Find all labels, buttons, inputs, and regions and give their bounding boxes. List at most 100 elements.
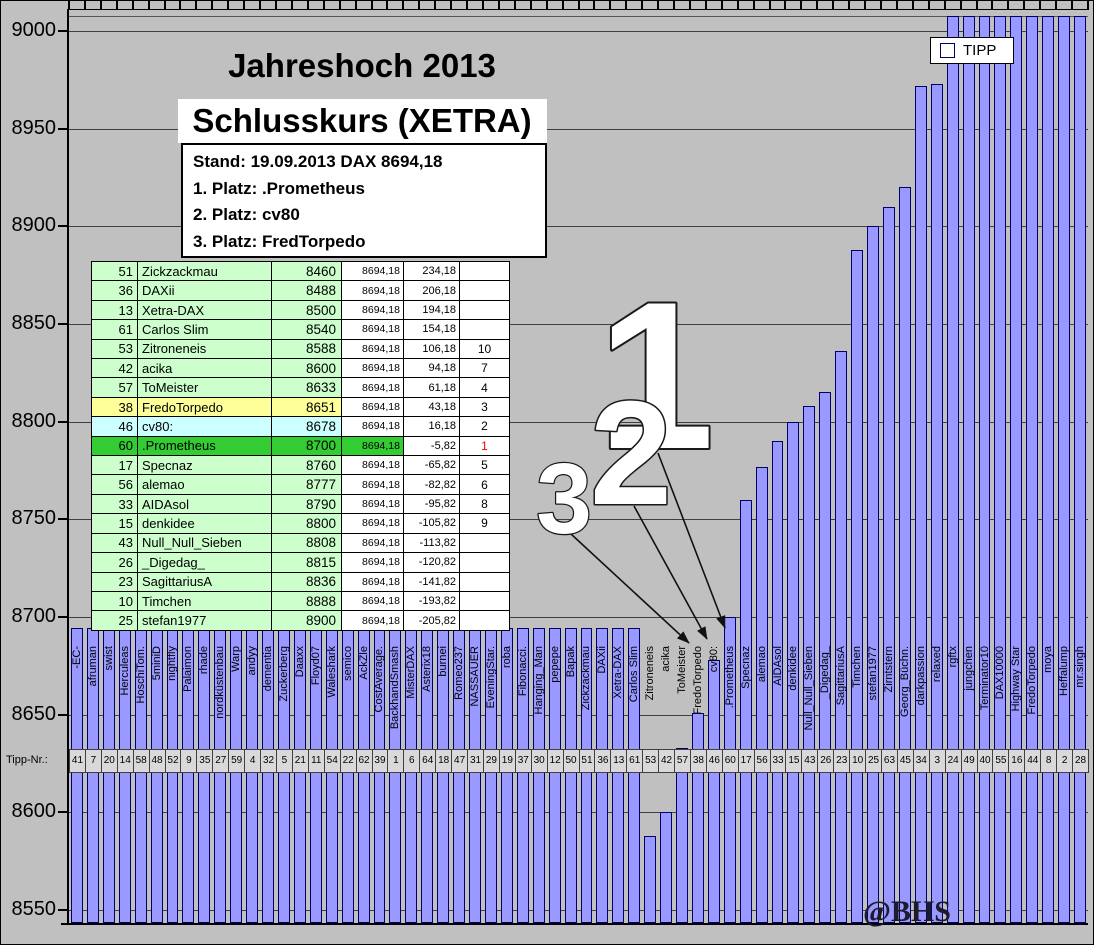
top-axis-tick [227,1,230,10]
y-axis-label: 9000 [11,19,57,41]
tipp-nr-cell: 2 [1056,749,1074,773]
top-axis-tick [68,1,70,10]
bar-label: Specnaz [739,646,752,689]
tipp-nr-cell: 36 [594,749,612,773]
gridline [69,519,1088,521]
tipp-nr-cell: 60 [721,749,739,773]
bar-label: DAX10000 [994,646,1007,700]
y-axis-tick [58,518,69,521]
bar [1058,16,1071,923]
bar [898,187,911,923]
table-row: 46 cv80: 8678 8694,18 16,18 2 [92,417,510,437]
player-name-cell: Zickzackmau [138,262,272,282]
annotation-rank-1: 1 [598,258,715,493]
diff-value-cell: -5,82 [404,436,460,457]
tipp-nr-cell: 59 [228,749,246,773]
legend-series-label: TIPP [963,42,997,59]
bar-label: Warp [230,646,243,672]
tipp-nr-cell: 52 [164,749,182,773]
gridline [69,324,1088,325]
tipp-nr-cell: 27 [212,749,230,773]
top-axis-tick [736,1,739,10]
player-name-cell: Null_Null_Sieben [138,533,272,554]
tipp-nr-cell: 7 [84,749,102,773]
status-line-platz-2: 2. Platz: cv80 [193,205,300,224]
bar-label: SagittariusA [835,646,848,706]
top-axis-tick [975,1,978,10]
rank-cell: 7 [460,359,510,379]
top-axis-tick [752,1,755,10]
top-axis-tick [163,1,166,10]
bar-label: relaxed [930,646,943,683]
table-row: 60 .Prometheus 8700 8694,18 -5,82 1 [92,436,510,457]
diff-value-cell: -193,82 [404,591,460,612]
bar-label: Asterix18 [421,646,434,692]
dax-value-cell: 8694,18 [342,262,404,282]
tipp-value-cell: 8836 [272,572,342,592]
player-name-cell: SagittariusA [138,572,272,592]
dax-value-cell: 8694,18 [342,591,404,612]
y-axis-tick [58,420,69,423]
tipp-value-cell: 8900 [272,611,342,631]
bar-label: Heffalump [1058,646,1071,696]
top-axis-tick [434,1,437,10]
bar-label: roba [500,646,513,669]
bar [660,812,673,923]
tipp-value-cell: 8678 [272,417,342,437]
chart-subtitle-background [178,99,547,143]
y-axis-tick [58,30,69,32]
bar [691,712,704,923]
rank-cell [460,611,510,631]
top-axis-tick [625,1,628,10]
y-axis-tick [58,225,69,228]
table-row: 61 Carlos Slim 8540 8694,18 154,18 [92,320,510,340]
tipp-nr-cell: 32 [260,749,277,773]
top-axis-tick [577,1,580,10]
bar-label: HoschiTom. [134,646,147,704]
arrow-rank-1 [657,452,726,629]
bar-label: rgftx [946,646,959,668]
player-name-cell: Timchen [138,591,272,612]
top-axis-tick [274,1,277,10]
bar [739,499,752,923]
y-axis-label: 8700 [11,605,57,627]
tipp-value-cell: 8500 [272,300,342,321]
top-axis-tick [147,1,150,10]
tipp-nr-cell: 23 [92,572,138,592]
value-axis-line [67,9,69,925]
bar-label: FredoTorpedo [691,646,704,715]
rank-cell [460,281,510,301]
table-row: 13 Xetra-DAX 8500 8694,18 194,18 [92,300,510,321]
y-axis-tick [58,909,69,911]
bar-label: moya [1042,646,1055,673]
dax-value-cell: 8694,18 [342,339,404,360]
bar-label: Carlos Slim [628,646,641,703]
top-axis-tick [561,1,564,10]
player-name-cell: FredoTorpedo [138,397,272,418]
top-axis-tick [290,1,293,10]
tipp-nr-cell: 10 [849,749,867,773]
bar-label: Null_Null_Sieben [803,646,816,731]
rank-cell: 8 [460,494,510,515]
bar-label: Timchen [851,646,864,688]
tipp-value-cell: 8760 [272,456,342,476]
tipp-value-cell: 8588 [272,339,342,360]
player-name-cell: stefan1977 [138,611,272,631]
bar-label: ToMeister [675,646,688,694]
rank-cell [460,262,510,282]
bar-label: burnei [437,646,450,677]
bar-label: CostAverage. [373,646,386,713]
top-axis-tick [450,1,453,10]
tipp-nr-cell: 46 [92,417,138,437]
top-axis-tick [895,1,898,10]
rank-cell [460,300,510,321]
bar-label: acika [660,646,673,672]
bar [835,351,848,923]
top-axis-tick [943,1,946,10]
tipp-nr-cell: 57 [674,749,691,773]
top-axis-tick [418,1,421,10]
rank-cell: 10 [460,339,510,360]
bar [644,835,657,923]
watermark: @BHS [863,895,951,928]
